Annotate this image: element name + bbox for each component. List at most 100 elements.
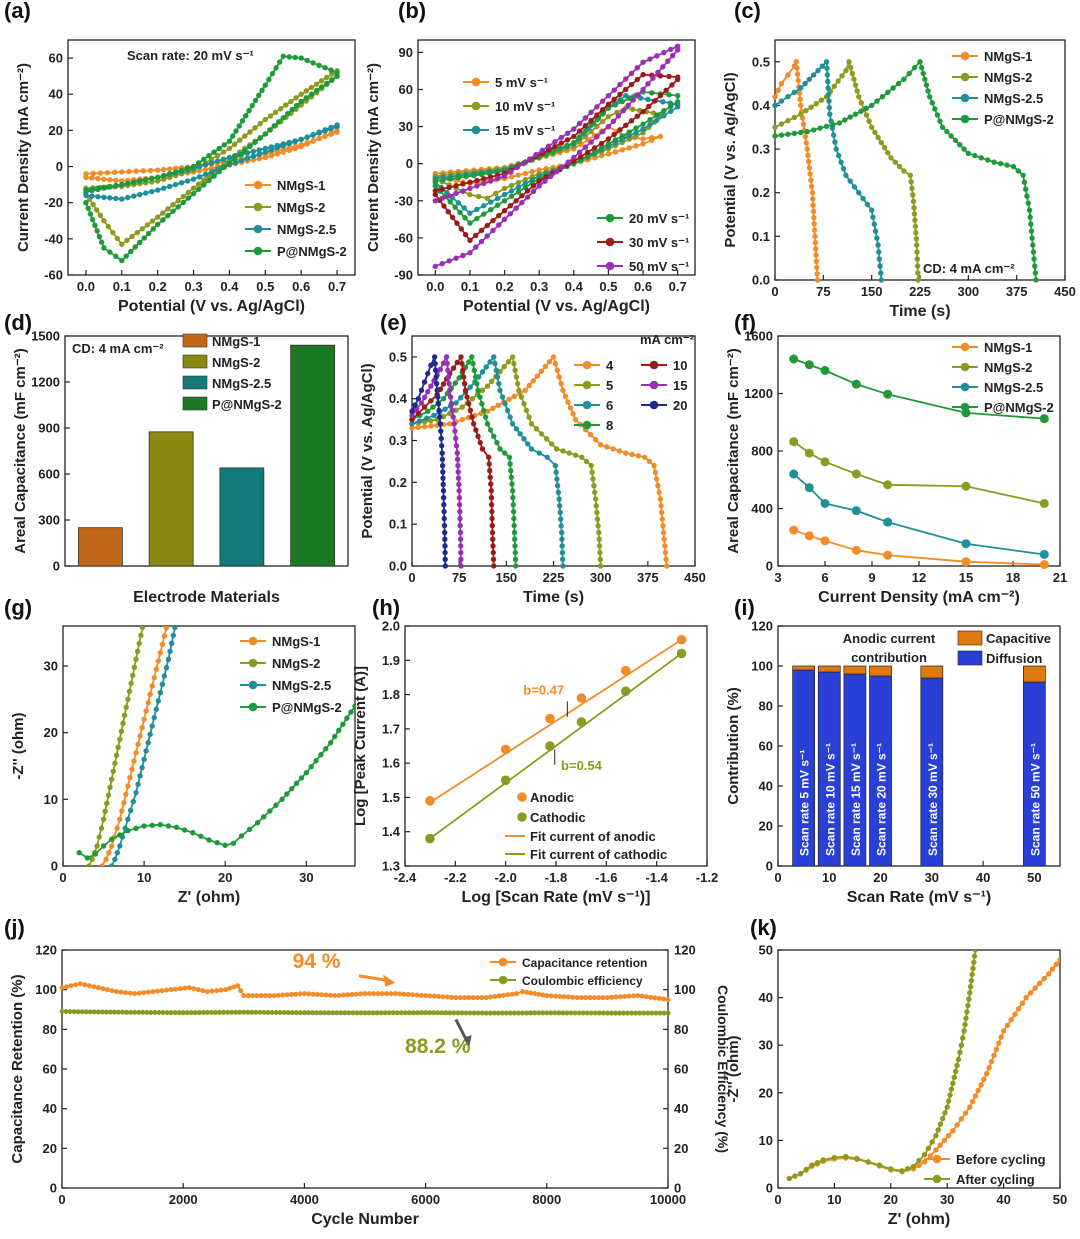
data-point — [435, 394, 441, 400]
data-point — [662, 549, 669, 556]
data-point — [772, 133, 778, 139]
data-point — [470, 360, 476, 367]
data-point — [804, 146, 810, 152]
data-point — [1000, 1028, 1007, 1034]
data-point — [487, 1010, 493, 1016]
legend-marker — [960, 93, 970, 103]
series-line — [774, 58, 919, 281]
data-point — [916, 1157, 922, 1164]
data-point — [921, 1159, 928, 1165]
bar-label: Scan rate 10 mV s⁻¹ — [823, 743, 837, 856]
data-point — [963, 1015, 969, 1021]
data-point — [564, 137, 571, 143]
data-point — [442, 556, 448, 563]
data-point — [555, 489, 562, 496]
data-point — [67, 1009, 73, 1015]
data-point — [165, 823, 172, 829]
legend-marker — [248, 636, 258, 646]
plot-frame — [417, 39, 696, 276]
bar-capacitive — [817, 665, 841, 673]
legend-marker — [253, 180, 263, 190]
plot-area — [786, 950, 1060, 1182]
x-tick-label: 0.1 — [461, 279, 479, 294]
data-point — [437, 366, 443, 373]
data-point — [530, 183, 537, 189]
data-point — [159, 988, 165, 994]
data-point — [558, 134, 564, 141]
data-point — [660, 64, 666, 70]
data-point — [497, 387, 503, 394]
data-point — [630, 97, 636, 103]
data-point — [835, 152, 842, 159]
data-point — [507, 461, 513, 467]
data-point — [674, 47, 681, 53]
legend-label: Diffusion — [986, 651, 1042, 666]
annotation: b=0.54 — [561, 758, 603, 773]
data-point — [588, 139, 594, 145]
data-point — [576, 693, 587, 703]
data-point — [814, 277, 821, 283]
data-point — [515, 184, 522, 190]
data-point — [330, 1010, 336, 1016]
data-point — [528, 990, 534, 996]
legend-marker — [960, 72, 970, 82]
legend-label: NMgS-1 — [984, 340, 1032, 355]
data-point — [374, 1010, 380, 1016]
data-point — [143, 748, 149, 754]
x-axis-label: Z' (ohm) — [888, 1211, 950, 1228]
data-point — [453, 443, 460, 449]
data-point — [858, 108, 864, 114]
x-axis-label: Cycle Number — [311, 1211, 419, 1228]
data-point — [310, 131, 316, 138]
data-point — [913, 236, 920, 242]
data-point — [863, 112, 870, 118]
data-point — [878, 139, 885, 146]
data-point — [518, 394, 525, 400]
data-point — [552, 993, 558, 999]
data-point — [105, 223, 112, 230]
y-tick-label: 120 — [35, 943, 57, 958]
data-point — [244, 155, 251, 162]
data-point — [576, 128, 583, 134]
data-point — [475, 387, 481, 394]
data-point — [870, 214, 876, 220]
data-point — [91, 984, 97, 990]
data-point — [645, 96, 651, 103]
data-point — [661, 996, 667, 1002]
data-point — [491, 354, 497, 360]
data-point — [252, 97, 259, 104]
data-point — [508, 193, 515, 200]
data-point — [791, 114, 798, 121]
legend-label: 5 — [606, 378, 613, 393]
y-tick-label: -90 — [394, 268, 413, 283]
data-point — [625, 102, 631, 109]
data-point — [415, 424, 421, 431]
data-point — [481, 180, 487, 187]
data-point — [298, 91, 304, 97]
data-point — [484, 383, 491, 389]
data-point — [610, 446, 616, 452]
data-point — [132, 991, 138, 997]
data-point — [457, 543, 464, 549]
x-tick-label: 375 — [1006, 284, 1028, 299]
data-point — [229, 133, 236, 139]
data-point — [354, 1010, 360, 1016]
data-point — [548, 441, 555, 447]
data-point — [451, 1010, 457, 1016]
data-point — [154, 988, 160, 994]
data-point — [647, 56, 653, 62]
data-point — [1053, 961, 1059, 967]
data-point — [967, 1104, 973, 1110]
data-point — [455, 175, 462, 181]
data-point — [242, 133, 248, 139]
data-point — [104, 169, 111, 176]
data-point — [432, 183, 439, 189]
data-point — [134, 648, 141, 655]
data-point — [1041, 975, 1047, 982]
data-point — [505, 359, 512, 365]
data-point — [103, 856, 109, 863]
data-point — [284, 992, 290, 998]
data-point — [397, 991, 403, 997]
data-point — [520, 989, 526, 995]
data-point — [619, 98, 625, 105]
